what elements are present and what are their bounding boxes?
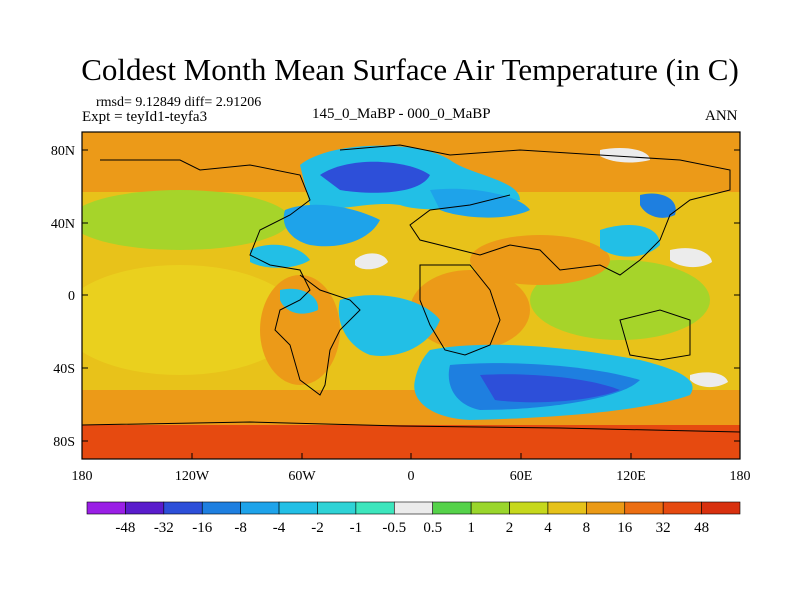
colorbar-swatch xyxy=(509,501,549,515)
plot-title: Coldest Month Mean Surface Air Temperatu… xyxy=(81,52,739,87)
colorbar-label: -16 xyxy=(192,520,212,536)
near-zero-patch-1 xyxy=(355,253,388,270)
southern-ocean-cold-core xyxy=(480,374,620,403)
colorbar-label: -48 xyxy=(115,520,135,536)
greenland-cold-core xyxy=(320,161,430,193)
y-label-80n: 80N xyxy=(51,144,75,159)
north-america-cold-region xyxy=(283,204,380,247)
colorbar-swatch xyxy=(432,501,472,515)
colorbar-swatch xyxy=(355,501,395,515)
east-asia-cyan-region xyxy=(600,225,660,257)
colorbar-label: 2 xyxy=(506,520,514,536)
colorbar-label: -1 xyxy=(350,520,363,536)
colorbar-swatch xyxy=(586,501,626,515)
experiment-label: Expt = teyId1-teyfa3 xyxy=(82,109,208,125)
colorbar-swatch xyxy=(393,501,434,515)
x-label-120w: 120W xyxy=(175,469,210,484)
near-zero-patch-2 xyxy=(670,248,712,268)
colorbar-label: 0.5 xyxy=(423,520,442,536)
colorbar-label: 1 xyxy=(467,520,475,536)
subtitle-center: 145_0_MaBP - 000_0_MaBP xyxy=(312,106,491,122)
north-pacific-green-zone xyxy=(82,190,290,250)
x-axis-labels: 180 120W 60W 0 60E 120E 180 xyxy=(72,469,751,484)
colorbar-label: 4 xyxy=(544,520,552,536)
x-label-120e: 120E xyxy=(616,469,646,484)
east-asia-blue-spot xyxy=(640,193,676,218)
pacific-yellow-zone xyxy=(82,265,300,375)
coastlines xyxy=(82,144,740,433)
colorbar xyxy=(86,501,741,515)
colorbar-label: 8 xyxy=(583,520,591,536)
colorbar-label: -2 xyxy=(311,520,324,536)
colorbar-swatch xyxy=(701,501,741,515)
colorbar-swatch xyxy=(662,501,702,515)
colorbar-swatch xyxy=(470,501,510,515)
colorbar-swatch xyxy=(125,501,165,515)
eurasia-coastline xyxy=(339,144,731,276)
x-label-60e: 60E xyxy=(510,469,533,484)
tropical-cyan-spot xyxy=(280,288,319,314)
antarctica-coastline xyxy=(82,421,740,433)
asia-warm-zone xyxy=(470,235,610,285)
colorbar-swatch xyxy=(624,501,664,515)
colorbar-swatch xyxy=(201,501,241,515)
x-label-0: 0 xyxy=(408,469,415,484)
africa-warm-zone xyxy=(410,270,530,350)
colorbar-label: -8 xyxy=(234,520,247,536)
x-label-180w: 180 xyxy=(72,469,93,484)
africa-coastline xyxy=(419,264,501,356)
y-label-0: 0 xyxy=(68,289,75,304)
near-zero-patch-3 xyxy=(690,372,728,388)
colorbar-label: 48 xyxy=(694,520,709,536)
colorbar-labels: -48 -32 -16 -8 -4 -2 -1 -0.5 0.5 1 2 4 8 16 32 48 xyxy=(115,520,709,536)
x-label-60w: 60W xyxy=(288,469,316,484)
colorbar-label: -32 xyxy=(154,520,174,536)
colorbar-label: 32 xyxy=(656,520,671,536)
colorbar-label: -0.5 xyxy=(382,520,406,536)
colorbar-label: -4 xyxy=(273,520,286,536)
x-label-180e: 180 xyxy=(730,469,751,484)
colorbar-swatch xyxy=(317,501,357,515)
y-label-80s: 80S xyxy=(53,435,75,450)
colorbar-label: 16 xyxy=(617,520,633,536)
south-america-warm-zone xyxy=(260,275,340,385)
y-axis-ticks xyxy=(82,149,740,442)
colorbar-swatch xyxy=(547,501,587,515)
y-label-40s: 40S xyxy=(53,362,75,377)
x-axis-ticks xyxy=(81,453,741,459)
near-zero-patch-4 xyxy=(600,148,650,163)
colorbar-swatch xyxy=(278,501,318,515)
colorbar-swatch xyxy=(86,501,126,515)
colorbar-swatch xyxy=(163,501,203,515)
subtitle-season: ANN xyxy=(705,108,738,124)
temperature-field xyxy=(82,132,740,459)
americas-coastline xyxy=(100,159,361,396)
colorbar-swatch xyxy=(240,501,280,515)
y-axis-labels: 80N 40N 0 40S 80S xyxy=(51,144,75,450)
australia-coastline xyxy=(619,309,691,361)
equatorial-atlantic-cyan xyxy=(338,295,440,356)
y-label-40n: 40N xyxy=(51,217,75,232)
rmsd-diff-stats: rmsd= 9.12849 diff= 2.91206 xyxy=(96,95,262,110)
